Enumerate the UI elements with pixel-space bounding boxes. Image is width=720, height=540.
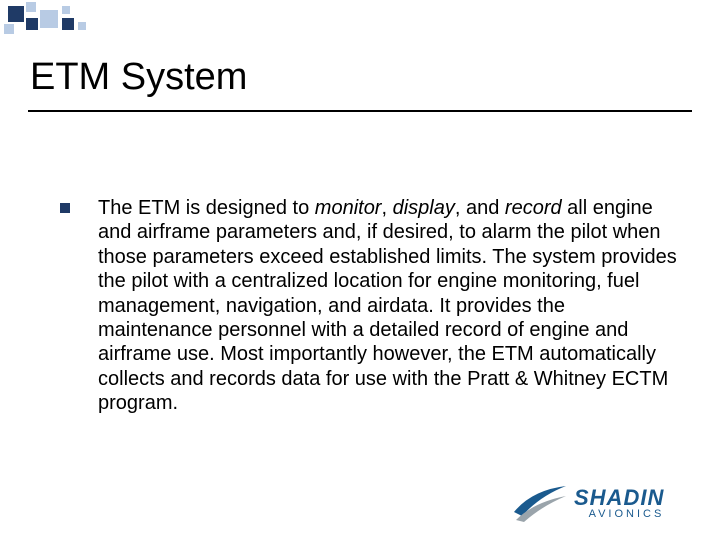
text-segment: display [393, 197, 455, 219]
body-block: The ETM is designed to monitor, display,… [60, 196, 680, 416]
ornament-squares [0, 0, 130, 40]
shadin-logo: SHADIN AVIONICS [512, 478, 702, 528]
logo-text: SHADIN AVIONICS [574, 487, 664, 520]
text-segment: monitor [315, 197, 382, 219]
text-segment: , and [455, 197, 505, 219]
bullet-icon [60, 203, 70, 213]
text-segment: all engine and airframe parameters and, … [98, 197, 677, 414]
ornament-square [62, 18, 74, 30]
ornament-square [8, 6, 24, 22]
ornament-square [26, 2, 36, 12]
ornament-square [78, 22, 86, 30]
swoosh-icon [512, 482, 568, 524]
title-underline [28, 110, 692, 112]
slide-title: ETM System [30, 56, 247, 99]
ornament-square [4, 24, 14, 34]
logo-name: SHADIN [574, 487, 664, 509]
body-paragraph: The ETM is designed to monitor, display,… [98, 196, 680, 416]
ornament-square [26, 18, 38, 30]
slide: ETM System The ETM is designed to monito… [0, 0, 720, 540]
ornament-square [40, 10, 58, 28]
logo-subtitle: AVIONICS [574, 509, 664, 520]
ornament-square [62, 6, 70, 14]
text-segment: The ETM is designed to [98, 197, 315, 219]
text-segment: record [505, 197, 562, 219]
text-segment: , [381, 197, 392, 219]
